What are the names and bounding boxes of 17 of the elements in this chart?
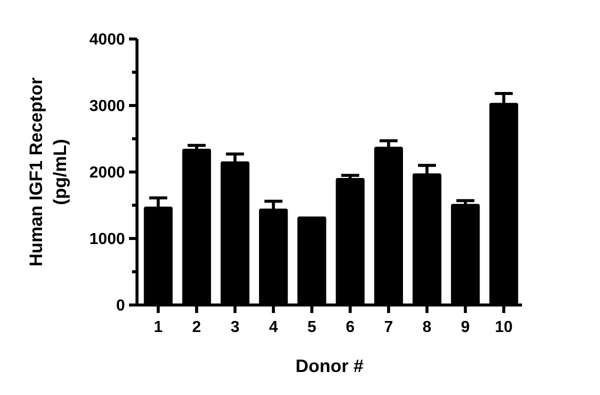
- x-tick-label: 2: [192, 319, 202, 336]
- y-tick-label: 1000: [89, 231, 126, 248]
- x-tick-label: 1: [154, 319, 163, 336]
- x-tick-label: 3: [230, 319, 240, 336]
- y-tick-label: 3000: [89, 98, 126, 116]
- x-tick-label: 5: [307, 319, 316, 336]
- x-tick-label: 10: [494, 319, 513, 336]
- x-tick-label: 8: [422, 319, 432, 336]
- x-tick-label: 4: [268, 319, 278, 336]
- y-tick-label: 0: [116, 298, 126, 315]
- x-tick-label: 6: [346, 319, 355, 336]
- y-axis-title: Human IGF1 Receptor (pg/mL): [26, 77, 70, 267]
- y-tick-label: 2000: [89, 164, 126, 182]
- x-tick-label: 9: [460, 319, 470, 336]
- x-tick-label: 7: [384, 319, 394, 336]
- x-axis-title: Donor #: [295, 356, 364, 376]
- y-tick-label: 4000: [89, 32, 126, 49]
